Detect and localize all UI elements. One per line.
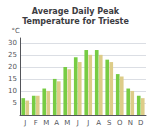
svg-text:Temperature for Trieste: Temperature for Trieste	[22, 17, 129, 26]
svg-text:F: F	[34, 119, 38, 127]
svg-text:N: N	[128, 119, 133, 127]
svg-text:Average Daily Peak: Average Daily Peak	[32, 7, 120, 16]
svg-text:20: 20	[8, 63, 17, 71]
svg-text:J: J	[23, 119, 26, 127]
svg-text:M: M	[43, 119, 49, 127]
svg-text:30: 30	[8, 39, 17, 47]
svg-text:J: J	[76, 119, 79, 127]
svg-text:5: 5	[13, 99, 17, 107]
svg-text:S: S	[107, 119, 112, 127]
svg-text:D: D	[138, 119, 143, 127]
svg-text:25: 25	[8, 51, 17, 59]
svg-text:J: J	[86, 119, 89, 127]
svg-text:A: A	[96, 119, 101, 127]
svg-text:M: M	[64, 119, 70, 127]
svg-text:A: A	[54, 119, 59, 127]
svg-text:O: O	[117, 119, 123, 127]
svg-text:10: 10	[8, 87, 17, 95]
svg-text:15: 15	[8, 75, 17, 83]
svg-text:°C: °C	[12, 27, 21, 35]
